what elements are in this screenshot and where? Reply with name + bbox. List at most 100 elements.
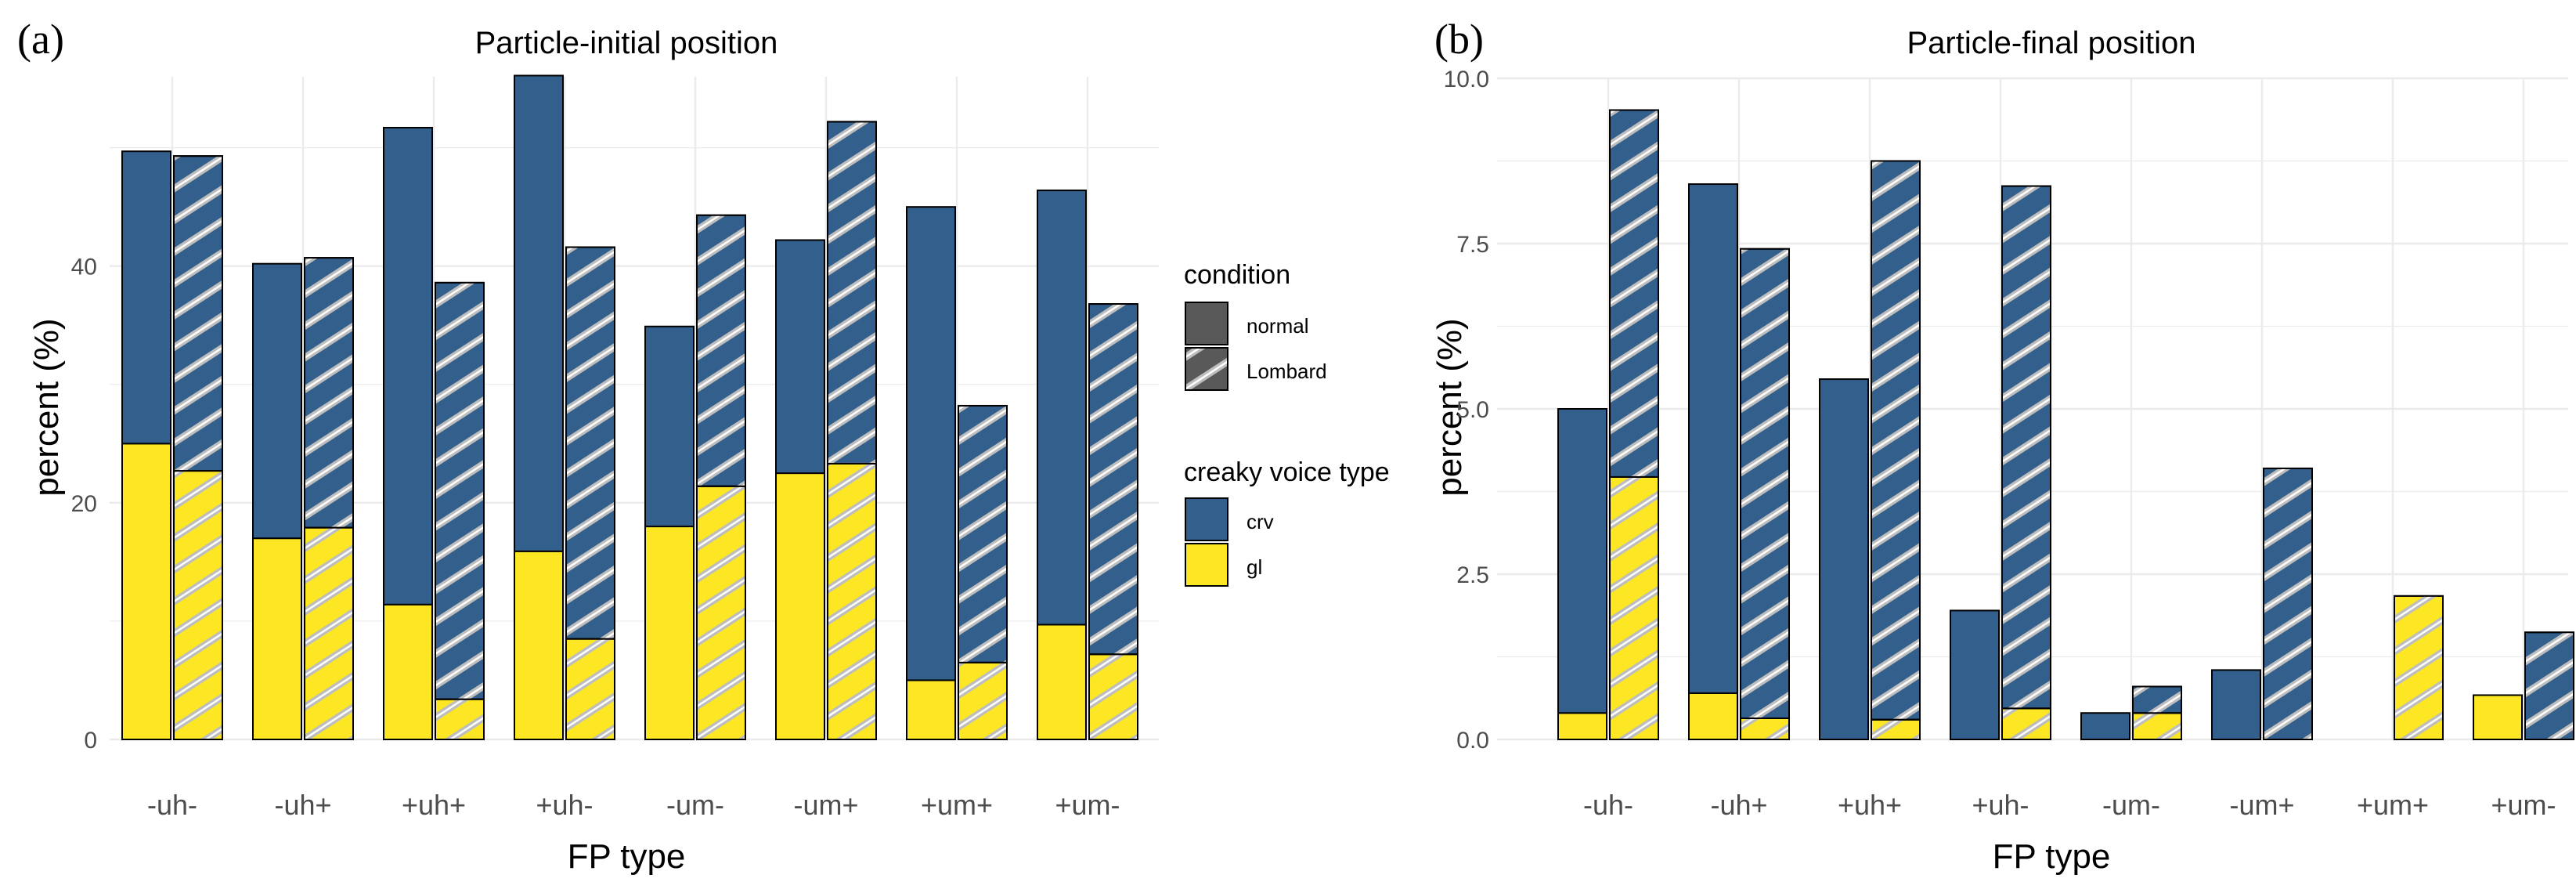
chart-b-bar-gl-normal (2473, 694, 2523, 741)
chart-b-xtick-label: +uh- (1972, 789, 2029, 821)
chart-b-bar-crv-normal (1819, 378, 1869, 740)
panel-label-b: (b) (1434, 16, 1484, 63)
chart-b-xtick-label: +um- (2491, 789, 2556, 821)
chart-b-bar-crv-lombard-hatch (2263, 467, 2313, 741)
legend-label-lombard: Lombard (1247, 360, 1327, 383)
chart-b-bar-crv-lombard-hatch (2001, 185, 2051, 710)
legend-key-crv (1185, 497, 1228, 541)
legend-label-normal: normal (1247, 314, 1308, 338)
chart-a-bar-crv-normal (121, 150, 171, 445)
chart-a-bar-gl-normal (252, 537, 302, 741)
legend-label-crv: crv (1247, 510, 1274, 533)
chart-a-xtick-label: +um- (1055, 789, 1120, 821)
chart-a-bar-crv-normal (1037, 190, 1087, 626)
chart-a-bar-gl-lombard-hatch (696, 485, 746, 740)
chart-b-xtick-label: -um+ (2229, 789, 2294, 821)
legend-key-lombard-hatch (1185, 347, 1228, 391)
chart-a-bar-gl-lombard-hatch (565, 638, 615, 741)
chart-b-bar-crv-normal (1688, 183, 1738, 694)
chart-a-bar-crv-lombard-hatch (304, 257, 354, 529)
chart-a-bar-crv-lombard-hatch (565, 246, 615, 640)
chart-a-bar-crv-lombard-hatch (958, 404, 1008, 663)
chart-b-plot: 0.0 2.5 5.0 7.5 10.0 -uh- -uh+ +uh+ +uh- -um- -um+… (1444, 67, 2574, 821)
chart-b-xtick-label: -uh- (1583, 789, 1633, 821)
chart-b-xlabel: FP type (1993, 837, 2111, 876)
chart-b-bar-crv-lombard-hatch (2524, 631, 2574, 740)
chart-b-xtick-label: -um- (2102, 789, 2160, 821)
chart-b-bar-gl-lombard-hatch (1609, 475, 1659, 740)
chart-a-bar-crv-normal (383, 126, 433, 605)
chart-b-xtick-label: -uh+ (1710, 789, 1767, 821)
chart-a-bar-crv-normal (906, 206, 956, 681)
chart-a-bar-crv-lombard-hatch (696, 214, 746, 487)
chart-a-bar-gl-normal (775, 472, 825, 740)
chart-a-plot: 0 20 40 -uh- -uh+ +uh+ +uh- -um- -um+ +um+ +um- (71, 74, 1159, 821)
chart-b-bar-gl-lombard-hatch (2132, 712, 2182, 740)
chart-a-bar-crv-normal (775, 239, 825, 475)
chart-a-bar-crv-normal (644, 325, 695, 528)
chart-a-xtick-label: +uh+ (402, 789, 466, 821)
chart-b-bar-gl-lombard-hatch (2394, 595, 2444, 740)
chart-b-bar-gl-lombard-hatch (2001, 707, 2051, 740)
chart-b-bar-crv-normal (1557, 408, 1607, 714)
chart-b-ylabel: percent (%) (1431, 318, 1469, 496)
chart-a-xtick-label: -um+ (793, 789, 858, 821)
chart-a-title: Particle-initial position (475, 26, 778, 60)
chart-a-ytick-label: 20 (71, 491, 97, 517)
legend: condition normal Lombard creaky voice ty… (1184, 260, 1390, 587)
legend-key-gl (1185, 543, 1228, 587)
chart-b-bar-gl-normal (1688, 692, 1738, 740)
chart-a-bar-gl-normal (1037, 624, 1087, 740)
chart-a-xtick-label: +um+ (921, 789, 993, 821)
chart-a-bar-gl-normal (121, 443, 171, 740)
chart-b-bar-crv-lombard-hatch (1740, 248, 1790, 719)
chart-a-xtick-label: +uh- (536, 789, 593, 821)
chart-a-bar-gl-lombard-hatch (827, 463, 877, 741)
chart-a-bar-gl-normal (644, 526, 695, 740)
chart-a-ytick-label: 0 (84, 728, 97, 754)
panel-label-a: (a) (17, 16, 64, 63)
chart-b-ytick-label: 5.0 (1456, 397, 1489, 423)
chart-a-bar-gl-lombard-hatch (1088, 653, 1138, 741)
chart-a-bar-crv-normal (252, 262, 302, 540)
chart-a-bar-gl-normal (383, 603, 433, 740)
chart-b-bar-crv-lombard-hatch (1609, 109, 1659, 478)
chart-a-xtick-label: -um- (666, 789, 724, 821)
chart-a-ylabel: percent (%) (27, 318, 66, 496)
chart-b-bar-crv-normal (1950, 609, 2000, 740)
legend-key-normal (1185, 302, 1228, 345)
chart-a-bar-crv-lombard-hatch (173, 155, 223, 472)
legend-condition-title: condition (1184, 260, 1290, 290)
chart-b-bar-gl-lombard-hatch (1740, 717, 1790, 741)
chart-b-ytick-label: 10.0 (1444, 67, 1489, 92)
chart-a-bar-gl-lombard-hatch (304, 526, 354, 740)
chart-b-bar-gl-normal (1557, 712, 1607, 740)
chart-a-xtick-label: -uh- (147, 789, 197, 821)
chart-b-ytick-label: 2.5 (1456, 562, 1489, 588)
chart-a-bar-gl-normal (906, 679, 956, 741)
chart-a-bar-gl-lombard-hatch (958, 661, 1008, 741)
chart-a-xlabel: FP type (568, 837, 686, 876)
chart-b-bar-crv-normal (2211, 669, 2261, 741)
chart-a-bar-gl-lombard-hatch (173, 470, 223, 740)
chart-a-xtick-label: -uh+ (274, 789, 331, 821)
chart-a-bar-gl-lombard-hatch (435, 698, 485, 741)
chart-a-ytick-label: 40 (71, 255, 97, 280)
chart-a-bar-crv-lombard-hatch (1088, 303, 1138, 656)
chart-b-ytick-label: 7.5 (1456, 232, 1489, 258)
chart-a-bar-gl-normal (514, 550, 564, 741)
legend-voice-title: creaky voice type (1184, 457, 1390, 487)
chart-a-bar-crv-lombard-hatch (827, 121, 877, 465)
chart-b-ytick-label: 0.0 (1456, 728, 1489, 754)
chart-b-bar-crv-lombard-hatch (1871, 160, 1921, 721)
chart-b-bar-crv-normal (2080, 712, 2130, 740)
chart-b-bar-crv-lombard-hatch (2132, 685, 2182, 714)
chart-b-title: Particle-final position (1907, 26, 2195, 60)
chart-a-bar-crv-lombard-hatch (435, 281, 485, 700)
chart-a-bar-crv-normal (514, 74, 564, 552)
chart-b-xtick-label: +uh+ (1838, 789, 1902, 821)
chart-b-xtick-label: +um+ (2357, 789, 2429, 821)
legend-label-gl: gl (1247, 555, 1262, 579)
chart-b-bar-gl-lombard-hatch (1871, 718, 1921, 740)
